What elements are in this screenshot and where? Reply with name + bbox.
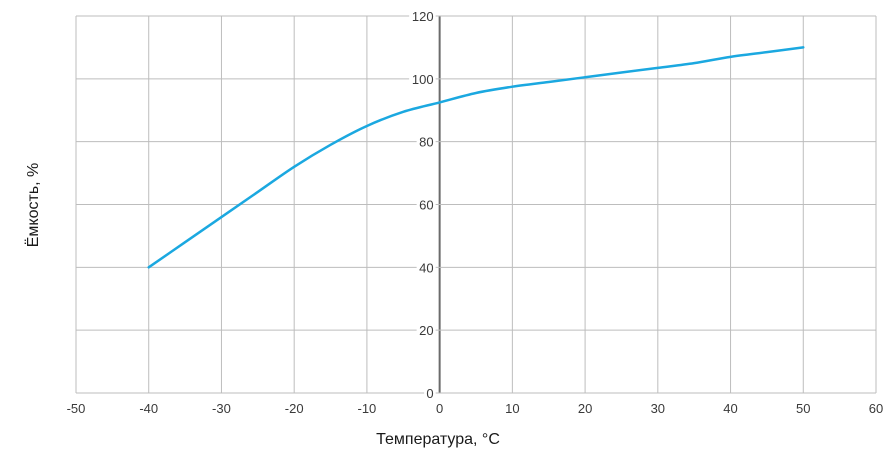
x-tick-label: -30 xyxy=(212,401,231,416)
y-tick-label: 100 xyxy=(412,72,434,87)
x-tick-label: 20 xyxy=(578,401,592,416)
x-axis-label: Температура, °С xyxy=(376,431,500,448)
x-tick-labels: -50 -40 -30 -20 -10 0 10 20 30 40 50 60 xyxy=(67,401,884,416)
x-tick-label: -10 xyxy=(358,401,377,416)
series-line xyxy=(149,47,804,267)
x-tick-label: 10 xyxy=(505,401,519,416)
x-tick-label: -20 xyxy=(285,401,304,416)
y-tick-label: 120 xyxy=(412,9,434,24)
x-tick-label: 0 xyxy=(436,401,443,416)
series-layer xyxy=(149,47,804,267)
x-tick-label: -40 xyxy=(139,401,158,416)
x-tick-label: 60 xyxy=(869,401,883,416)
y-tick-label: 0 xyxy=(426,386,433,401)
y-tick-label: 80 xyxy=(419,135,433,150)
y-tick-label: 60 xyxy=(419,198,433,213)
x-tick-label: 50 xyxy=(796,401,810,416)
y-tick-label: 40 xyxy=(419,260,433,275)
y-axis-label: Ёмкость, % xyxy=(24,163,42,248)
x-tick-label: 30 xyxy=(651,401,665,416)
y-tick-label: 20 xyxy=(419,323,433,338)
grid xyxy=(76,16,876,393)
x-tick-label: -50 xyxy=(67,401,86,416)
x-tick-label: 40 xyxy=(723,401,737,416)
